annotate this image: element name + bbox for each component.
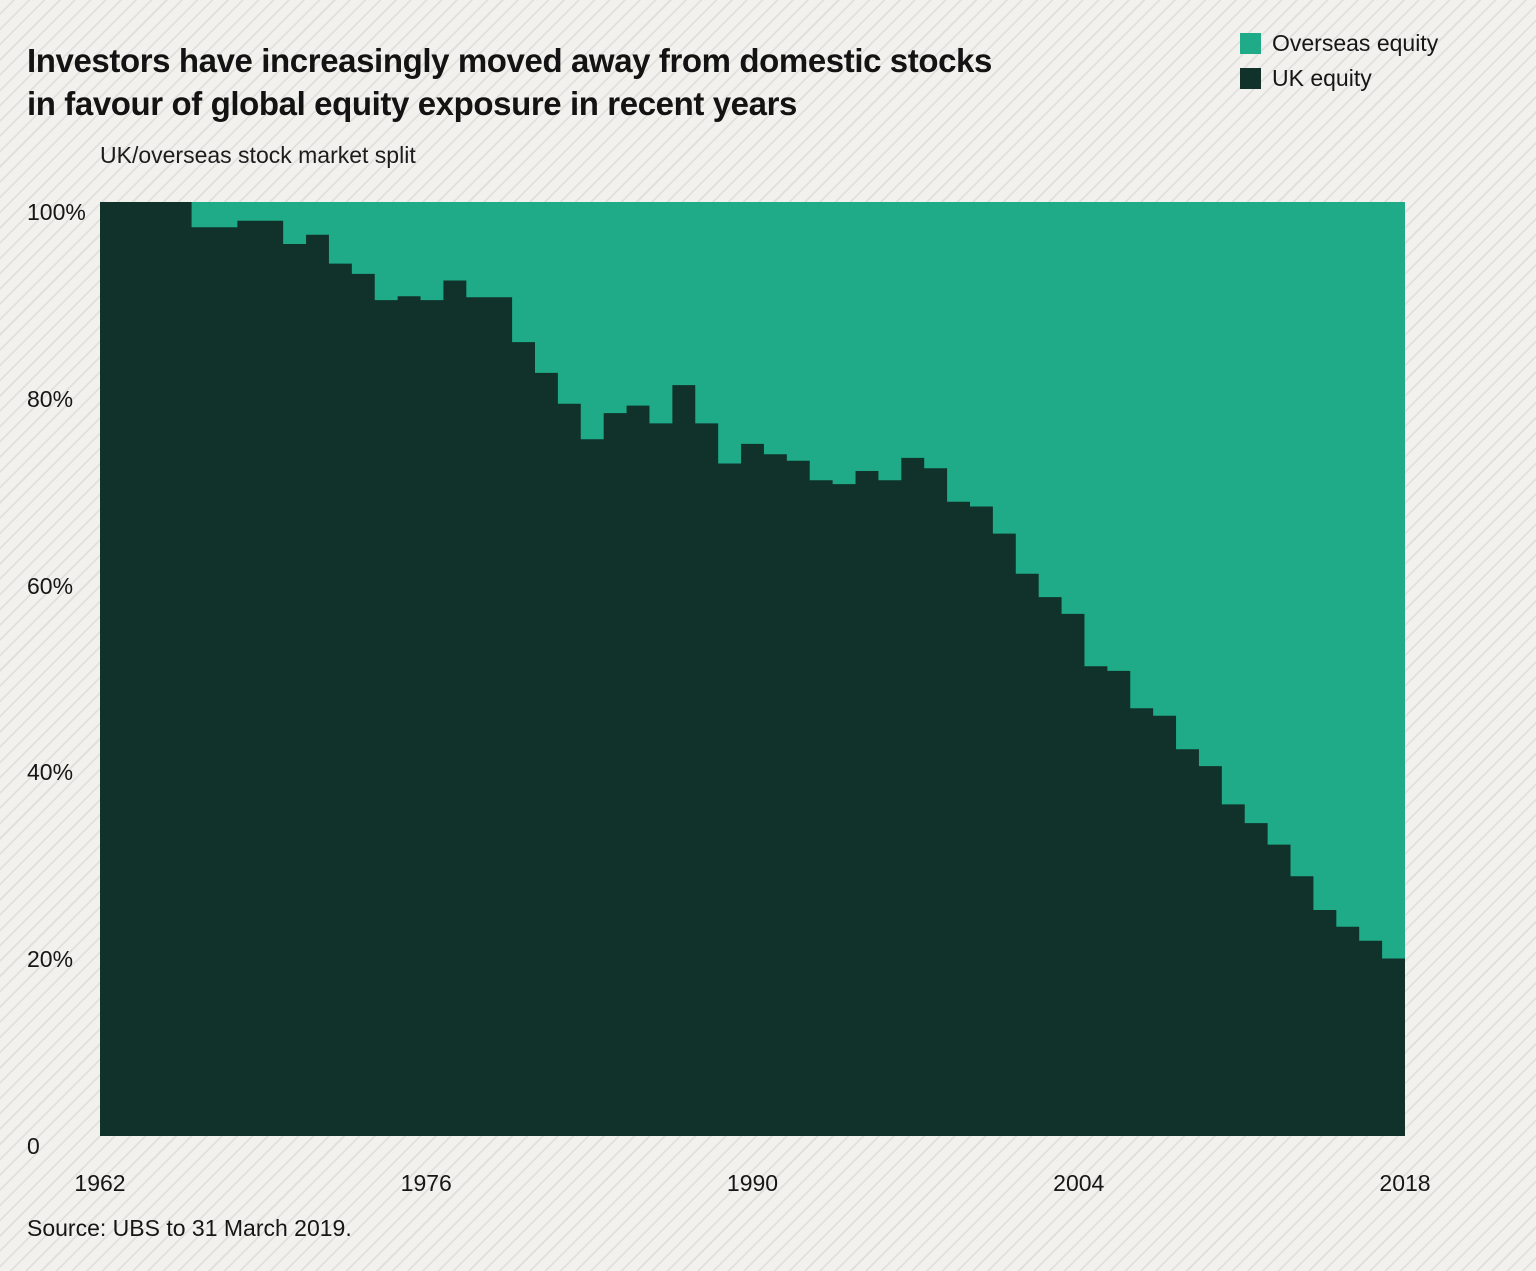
chart-subtitle: UK/overseas stock market split [100, 142, 416, 168]
legend-item-overseas-equity: Overseas equity [1240, 30, 1439, 56]
legend-item-uk-equity: UK equity [1240, 65, 1438, 91]
y-axis-label: 40% [27, 759, 74, 786]
stacked-area-chart [100, 202, 1405, 1136]
plot-area [100, 202, 1405, 1136]
chart-title: Investors have increasingly moved away f… [27, 39, 992, 125]
x-axis-label: 2004 [1053, 1170, 1105, 1196]
x-axis-label: 1976 [400, 1170, 452, 1196]
overseas-equity-swatch-icon [1240, 33, 1261, 54]
source-note: Source: UBS to 31 March 2019. [27, 1215, 352, 1241]
uk-equity-area [100, 202, 1405, 1136]
x-axis-label: 1962 [74, 1170, 126, 1196]
y-axis-label: 100% [27, 199, 86, 225]
y-axis-label: 60% [27, 572, 74, 599]
x-axis-label: 2018 [1379, 1170, 1431, 1196]
legend: Overseas equity UK equity [1240, 30, 1439, 101]
uk-equity-swatch-icon [1240, 68, 1261, 89]
legend-label: UK equity [1272, 65, 1372, 91]
chart-title-line2: in favour of global equity exposure in r… [27, 85, 797, 123]
legend-label: Overseas equity [1272, 30, 1439, 56]
y-axis-label: 0 [27, 1133, 40, 1159]
chart-title-line1: Investors have increasingly moved away f… [27, 42, 992, 80]
y-axis-label: 80% [27, 385, 74, 412]
x-axis-label: 1990 [726, 1170, 779, 1196]
y-axis-label: 20% [27, 946, 74, 973]
